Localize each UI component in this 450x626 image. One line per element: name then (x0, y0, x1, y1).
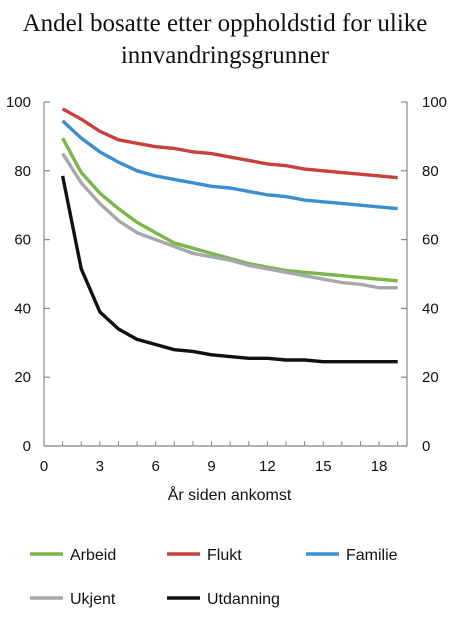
series-line-utdanning (60, 175, 398, 364)
x-tick-label: 18 (371, 458, 388, 475)
x-tick-label: 9 (207, 458, 215, 475)
chart-title-line-1: Andel bosatte etter oppholdstid for ulik… (22, 10, 428, 37)
series-line-familie (61, 119, 398, 211)
y-tick-label-left: 0 (23, 438, 31, 455)
x-tick-label: 6 (152, 458, 160, 475)
x-tick-label: 12 (259, 458, 276, 475)
y-tick-label-left: 40 (14, 300, 31, 317)
x-tick-label: 3 (96, 458, 104, 475)
y-tick-label-left: 20 (14, 369, 31, 386)
y-tick-label-right: 40 (422, 300, 439, 317)
legend-label-utdanning: Utdanning (207, 591, 280, 608)
series-lines (60, 107, 398, 364)
y-tick-label-right: 80 (422, 163, 439, 180)
legend-label-familie: Familie (346, 547, 398, 564)
y-tick-label-right: 20 (422, 369, 439, 386)
series-line-flukt (61, 107, 398, 180)
chart-title: Andel bosatte etter oppholdstid for ulik… (0, 8, 450, 72)
chart-title-line-2: innvandringsgrunner (120, 42, 330, 69)
legend-label-arbeid: Arbeid (70, 547, 116, 564)
y-tick-label-right: 60 (422, 232, 439, 249)
y-tick-label-left: 100 (6, 94, 31, 111)
x-tick-label: 0 (40, 458, 48, 475)
x-tick-label: 15 (315, 458, 332, 475)
legend-label-flukt: Flukt (207, 547, 242, 564)
y-tick-label-left: 60 (14, 232, 31, 249)
y-tick-label-left: 80 (14, 163, 31, 180)
series-line-ukjent (61, 152, 398, 290)
y-tick-label-right: 0 (422, 438, 430, 455)
legend-label-ukjent: Ukjent (70, 591, 116, 608)
x-axis-title: År siden ankomst (168, 485, 292, 504)
legend: Arbeid Flukt Familie Ukjent Utdanning (30, 547, 398, 608)
y-tick-label-right: 100 (422, 94, 447, 111)
